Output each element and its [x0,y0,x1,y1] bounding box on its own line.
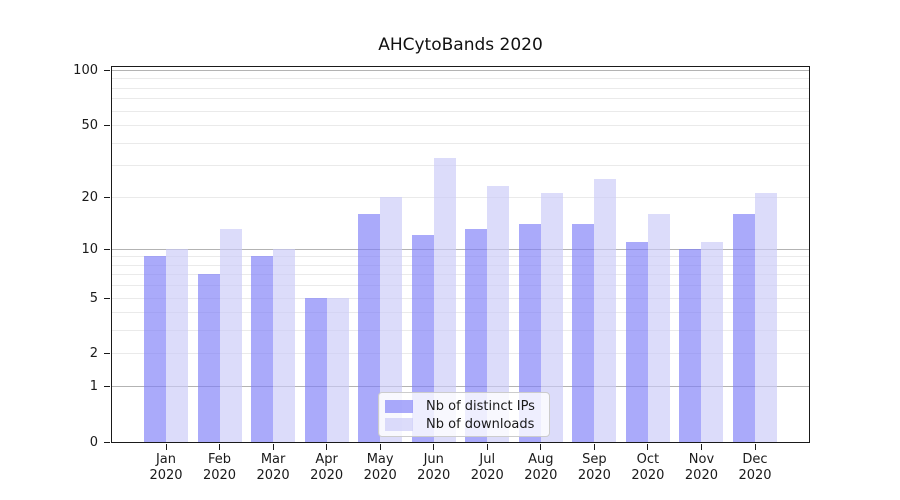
x-tick-mark [700,444,702,450]
legend-swatch-distinct-ips [385,400,413,413]
bar-distinct-ips-aug [518,223,541,442]
legend-label-downloads: Nb of downloads [426,417,535,432]
x-tick-label-mar: Mar 2020 [256,452,290,483]
x-tick-label-jan: Jan 2020 [149,452,183,483]
bar-distinct-ips-feb [197,274,220,442]
bar-downloads-may [380,196,403,442]
y-tick-label: 0 [89,435,98,450]
bar-distinct-ips-jul [465,229,488,442]
x-tick-mark [593,444,595,450]
gridline-minor [112,110,809,112]
x-tick-label-feb: Feb 2020 [202,452,237,483]
legend: Nb of distinct IPs Nb of downloads [378,392,550,437]
y-tick-mark [104,297,110,299]
gridline-minor [112,256,809,258]
y-tick-label: 50 [81,117,98,133]
x-tick-mark [647,444,649,450]
legend-row-distinct-ips: Nb of distinct IPs [385,399,543,414]
gridline-major [112,386,809,388]
gridline-minor [112,312,809,314]
x-tick-mark [165,444,167,450]
gridline-major [112,69,809,71]
x-tick-mark [326,444,328,450]
bar-downloads-nov [701,241,724,442]
plot-area: Nb of distinct IPs Nb of downloads [111,66,810,443]
x-tick-mark [379,444,381,450]
bar-downloads-oct [647,213,670,442]
bar-distinct-ips-apr [304,297,327,442]
bar-downloads-jan [166,248,188,442]
y-tick-label: 5 [89,290,98,306]
legend-label-distinct-ips: Nb of distinct IPs [426,399,535,414]
bar-distinct-ips-mar [251,256,274,442]
gridline-minor [112,98,809,100]
gridline-minor [112,87,809,89]
gridline-minor [112,78,809,80]
chart-title: AHCytoBands 2020 [378,35,543,55]
x-tick-label-nov: Nov 2020 [684,452,718,483]
x-tick-label-oct: Oct 2020 [631,452,665,483]
x-tick-mark [540,444,542,450]
y-tick-mark [104,196,110,198]
bar-distinct-ips-jan [144,256,166,442]
x-tick-mark [219,444,221,450]
bar-downloads-aug [540,192,563,442]
bar-distinct-ips-may [358,213,381,442]
y-tick-mark [104,248,110,250]
y-tick-label: 20 [81,189,98,205]
bar-downloads-jul [487,185,510,442]
gridline-minor [112,264,809,266]
bar-downloads-sep [594,179,617,442]
bar-distinct-ips-sep [572,223,595,442]
y-tick-label: 100 [73,62,98,78]
gridline-minor [112,142,809,144]
gridline-minor [112,274,809,276]
gridline-minor [112,285,809,287]
gridline-major [112,248,809,250]
y-tick-label: 2 [89,346,98,362]
gridline-minor [112,353,809,355]
x-tick-label-may: May 2020 [363,452,397,483]
x-tick-mark [433,444,435,450]
y-tick-mark [104,442,110,443]
legend-row-downloads: Nb of downloads [385,417,543,432]
bar-distinct-ips-oct [625,241,648,442]
x-tick-label-jun: Jun 2020 [417,452,451,483]
y-tick-label: 1 [89,379,98,395]
y-tick-mark [104,69,110,71]
bar-downloads-mar [273,248,296,442]
bar-downloads-dec [755,192,777,442]
bar-distinct-ips-jun [411,235,434,442]
bar-downloads-jun [433,157,456,442]
y-tick-mark [104,353,110,355]
x-tick-mark [754,444,756,450]
y-tick-mark [104,124,110,126]
gridline-minor [112,124,809,126]
bar-downloads-feb [219,229,242,442]
gridline-minor [112,165,809,167]
x-tick-label-dec: Dec 2020 [738,452,772,483]
x-tick-mark [486,444,488,450]
x-tick-label-jul: Jul 2020 [470,452,504,483]
bar-distinct-ips-dec [733,213,755,442]
x-tick-label-aug: Aug 2020 [524,452,558,483]
x-tick-mark [272,444,274,450]
bar-distinct-ips-nov [679,248,702,442]
y-tick-label: 10 [81,241,98,257]
gridline-minor [112,196,809,198]
legend-swatch-downloads [385,418,413,431]
x-tick-label-sep: Sep 2020 [577,452,611,483]
gridline-minor [112,330,809,332]
y-tick-mark [104,386,110,388]
x-tick-label-apr: Apr 2020 [310,452,344,483]
gridline-minor [112,297,809,299]
bar-downloads-apr [326,297,349,442]
